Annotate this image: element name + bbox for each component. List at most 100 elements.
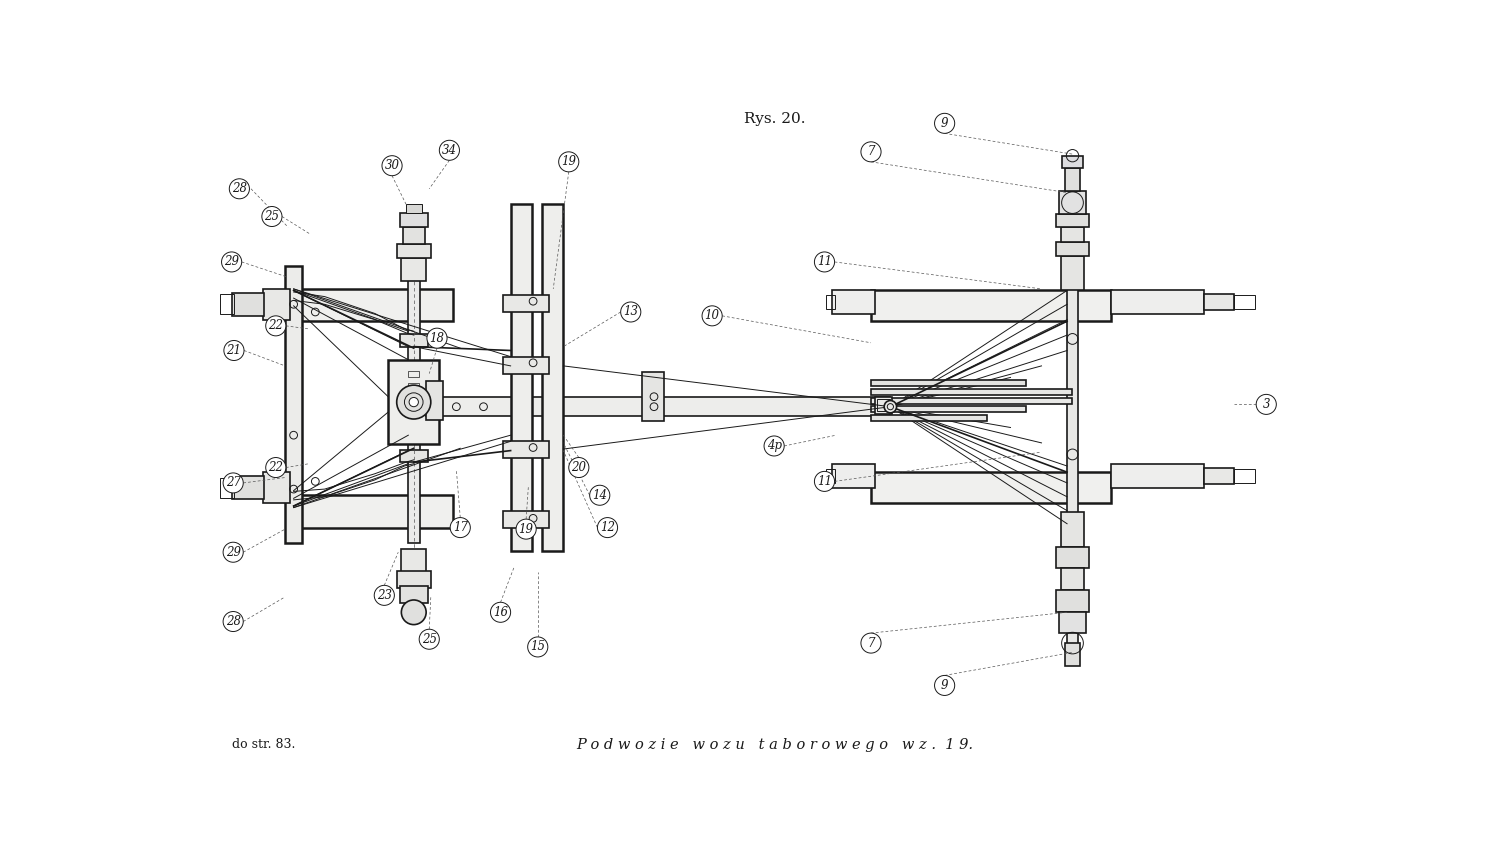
Bar: [503, 295, 549, 312]
Bar: [1111, 290, 1204, 313]
Bar: [1057, 214, 1089, 226]
Text: 19: 19: [561, 155, 576, 169]
Circle shape: [230, 179, 249, 199]
Circle shape: [262, 207, 283, 226]
Bar: [290, 289, 452, 321]
Bar: [389, 360, 440, 444]
Bar: [511, 204, 532, 551]
Text: 29: 29: [224, 256, 239, 269]
Bar: [1234, 295, 1255, 309]
Bar: [1057, 242, 1089, 256]
Bar: [1204, 294, 1234, 311]
Circle shape: [224, 611, 243, 631]
Text: 9: 9: [940, 117, 948, 130]
Circle shape: [266, 316, 286, 336]
Text: 9: 9: [940, 679, 948, 692]
Bar: [399, 214, 428, 227]
Text: Rys. 20.: Rys. 20.: [744, 113, 806, 127]
Circle shape: [558, 152, 579, 172]
Bar: [221, 294, 234, 314]
Text: 28: 28: [231, 183, 246, 195]
Bar: [1060, 611, 1086, 633]
Bar: [426, 381, 443, 420]
Circle shape: [885, 400, 897, 413]
Bar: [1061, 226, 1084, 242]
Bar: [826, 469, 835, 483]
Bar: [408, 383, 419, 389]
Circle shape: [224, 340, 243, 361]
Circle shape: [764, 436, 785, 456]
Bar: [401, 549, 426, 573]
Text: 20: 20: [572, 461, 587, 474]
Bar: [871, 399, 1072, 405]
Bar: [401, 258, 426, 282]
Text: 18: 18: [429, 331, 445, 344]
Text: 25: 25: [422, 633, 437, 646]
Bar: [503, 356, 549, 374]
Circle shape: [528, 637, 547, 657]
Circle shape: [419, 629, 440, 649]
Bar: [396, 245, 431, 258]
Bar: [1057, 547, 1089, 568]
Text: 11: 11: [816, 475, 832, 488]
Bar: [503, 511, 549, 528]
Bar: [1061, 156, 1084, 168]
Circle shape: [860, 142, 881, 162]
Text: 17: 17: [452, 521, 467, 534]
Text: 11: 11: [816, 256, 832, 269]
Text: 27: 27: [225, 476, 240, 489]
Bar: [1061, 568, 1084, 590]
Circle shape: [860, 633, 881, 653]
Bar: [408, 371, 419, 377]
Bar: [290, 495, 452, 528]
Circle shape: [934, 114, 954, 133]
Circle shape: [401, 600, 426, 624]
Bar: [1061, 512, 1084, 547]
Bar: [503, 442, 549, 458]
Circle shape: [590, 486, 609, 505]
Circle shape: [440, 140, 460, 160]
Bar: [399, 586, 428, 603]
Circle shape: [383, 156, 402, 176]
Text: 30: 30: [384, 159, 399, 172]
Bar: [832, 464, 875, 487]
Circle shape: [396, 385, 431, 419]
Bar: [231, 293, 265, 316]
Circle shape: [702, 306, 723, 325]
Bar: [871, 290, 1111, 321]
Text: 3: 3: [1263, 398, 1270, 411]
Circle shape: [451, 517, 470, 537]
Bar: [1064, 168, 1080, 191]
Circle shape: [375, 585, 395, 605]
Text: 13: 13: [623, 306, 638, 319]
Bar: [1060, 191, 1086, 214]
Text: 7: 7: [868, 146, 875, 158]
Circle shape: [266, 457, 286, 478]
Bar: [1111, 464, 1204, 487]
Circle shape: [934, 675, 954, 696]
Circle shape: [815, 471, 835, 492]
Bar: [221, 478, 234, 498]
Circle shape: [1256, 394, 1276, 414]
Bar: [1234, 469, 1255, 483]
Text: 25: 25: [265, 210, 280, 223]
Circle shape: [224, 542, 243, 562]
Circle shape: [815, 252, 835, 272]
Circle shape: [569, 457, 588, 478]
Bar: [231, 476, 265, 499]
Text: 22: 22: [268, 461, 283, 474]
Text: 22: 22: [268, 319, 283, 332]
Bar: [1057, 590, 1089, 611]
Text: 34: 34: [442, 144, 457, 157]
Bar: [1204, 468, 1234, 485]
Bar: [263, 472, 290, 503]
Bar: [832, 290, 875, 313]
Bar: [541, 204, 564, 551]
Bar: [875, 397, 892, 413]
Bar: [871, 389, 1072, 395]
Bar: [871, 472, 1111, 503]
Bar: [871, 380, 1027, 386]
Bar: [399, 449, 428, 462]
Text: 15: 15: [531, 641, 546, 653]
Text: 21: 21: [227, 344, 242, 357]
